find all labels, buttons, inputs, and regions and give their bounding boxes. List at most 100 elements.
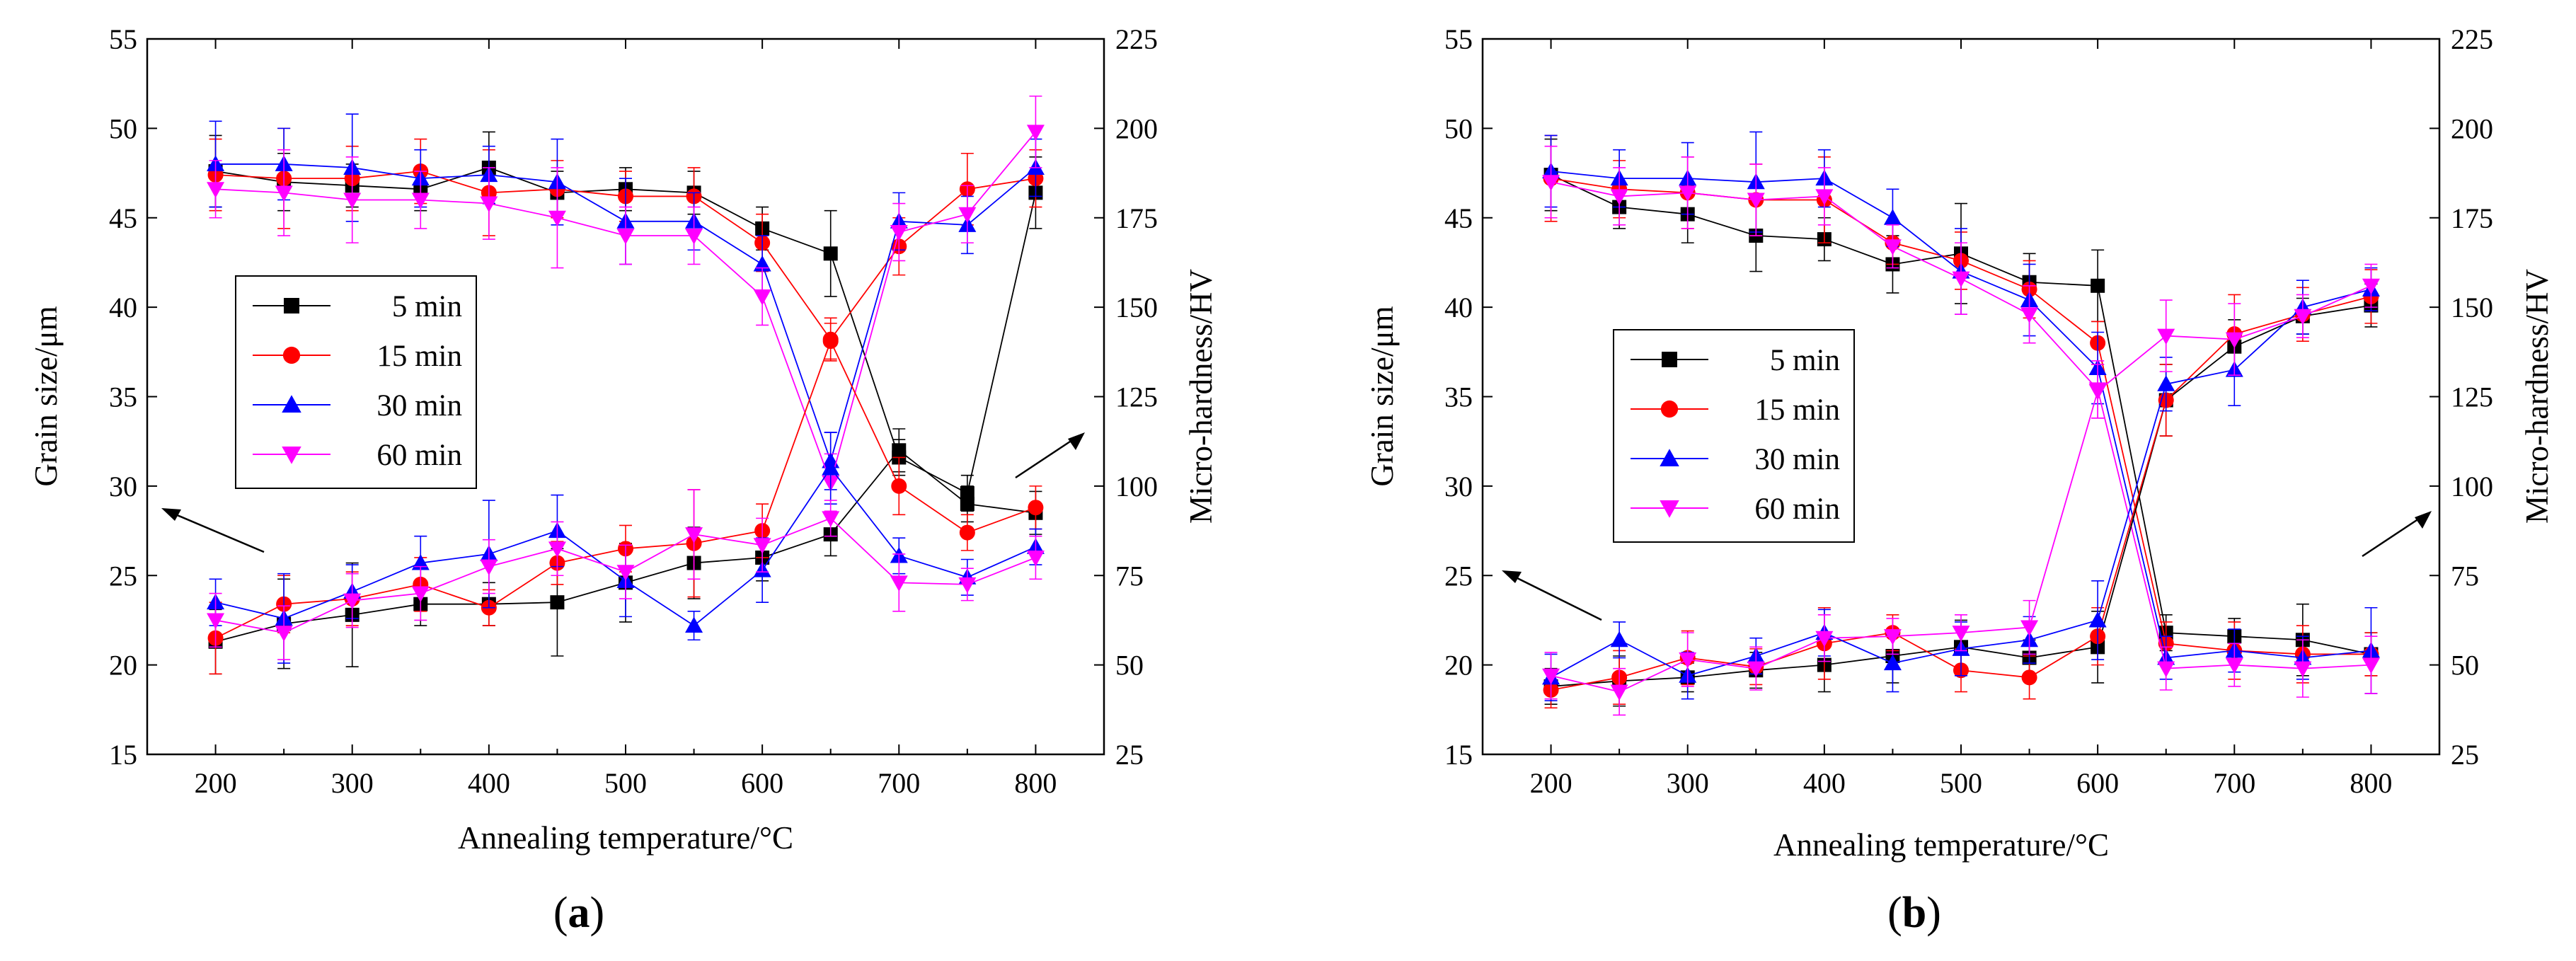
y-left-tick-label: 45 <box>109 202 137 234</box>
y-left-tick-label: 55 <box>1444 23 1473 55</box>
y-right-tick-label: 175 <box>1115 202 1158 234</box>
data-point <box>275 626 293 642</box>
legend-label: 15 min <box>376 340 462 373</box>
data-point <box>685 527 703 543</box>
y-right-tick-label: 200 <box>1115 113 1158 144</box>
data-point <box>1610 684 1628 701</box>
legend-marker <box>1662 352 1677 367</box>
y-right-tick-label: 75 <box>1115 560 1144 592</box>
data-point <box>343 593 362 610</box>
legend-label: 30 min <box>1754 443 1840 476</box>
data-point <box>1610 631 1628 648</box>
grain-series-60-min <box>1542 263 2380 716</box>
x-tick-label: 800 <box>2350 767 2392 799</box>
legend-b: 5 min 15 min 30 min 60 min <box>1613 329 1855 543</box>
y-left-tick-label: 25 <box>1444 560 1473 592</box>
y-right-tick-label: 150 <box>2451 292 2493 323</box>
data-point <box>480 196 498 213</box>
legend-label: 5 min <box>392 290 462 323</box>
x-tick-label: 700 <box>2213 767 2255 799</box>
data-point <box>890 575 908 592</box>
x-axis-a: 200 300 400 500 600 700 800 <box>195 39 1057 799</box>
panel-b: 200 300 400 500 600 700 800 15 20 25 30 35 40 45 50 55… <box>1364 23 2555 937</box>
y-left-tick-label: 45 <box>1444 202 1473 234</box>
y-right-tick-label: 150 <box>1115 292 1158 323</box>
y-axis-right-b: 25 50 75 100 125 150 175 200 225 <box>2430 23 2493 771</box>
data-point <box>2362 278 2380 295</box>
legend-marker <box>284 298 299 313</box>
x-tick-label: 400 <box>468 767 510 799</box>
y-left-tick-label: 15 <box>109 739 137 771</box>
data-point <box>753 289 771 306</box>
legend-marker <box>1660 500 1679 518</box>
x-tick-label: 600 <box>2076 767 2119 799</box>
legend-label: 5 min <box>1770 344 1840 377</box>
y-right-tick-label: 125 <box>2451 381 2493 413</box>
data-point <box>1679 185 1697 202</box>
data-point <box>548 541 566 558</box>
data-point <box>1610 189 1628 205</box>
data-point <box>892 443 907 458</box>
data-point <box>480 559 498 576</box>
data-point <box>550 595 565 610</box>
y-right-tick-label: 50 <box>1115 650 1144 681</box>
series-group-a <box>207 96 1045 675</box>
y-left-tick-label: 20 <box>1444 650 1473 681</box>
data-point <box>275 185 293 202</box>
data-point <box>411 586 430 603</box>
y-axis-right-label-a: Micro-hardness/HV <box>1183 269 1219 524</box>
data-point <box>2088 611 2107 628</box>
y-left-tick-label: 20 <box>109 650 137 681</box>
x-axis-label-a: Annealing temperature/°C <box>458 820 793 856</box>
x-tick-label: 300 <box>1667 767 1709 799</box>
data-point <box>1815 631 1834 648</box>
data-point <box>2157 661 2175 678</box>
data-point <box>2225 657 2243 674</box>
x-tick-label: 200 <box>1530 767 1572 799</box>
data-point <box>411 192 430 209</box>
y-left-tick-label: 15 <box>1444 739 1473 771</box>
data-point <box>2294 309 2312 326</box>
y-axis-left-a: 15 20 25 30 35 40 45 50 55 <box>109 23 157 771</box>
y-left-tick-label: 50 <box>1444 113 1473 144</box>
data-point <box>1542 175 1560 191</box>
data-point <box>685 229 703 245</box>
data-point <box>343 192 362 209</box>
y-left-tick-label: 55 <box>109 23 137 55</box>
data-point <box>958 207 977 224</box>
data-point <box>2088 384 2107 401</box>
data-point <box>959 524 975 541</box>
panel-a: 200 300 400 500 600 700 800 15 20 25 30 35 40 45 50 55… <box>28 23 1219 937</box>
y-right-tick-label: 75 <box>2451 560 2479 592</box>
hardness-series-60-min <box>1542 145 2380 698</box>
panel-label-b: (b) <box>1887 889 1941 937</box>
legend-item: 30 min <box>253 389 462 422</box>
x-tick-label: 800 <box>1014 767 1057 799</box>
x-axis-b: 200 300 400 500 600 700 800 <box>1530 39 2392 799</box>
data-point <box>2362 657 2380 674</box>
legend-item: 30 min <box>1631 443 1840 476</box>
data-point <box>958 577 977 594</box>
y-left-tick-label: 35 <box>1444 381 1473 413</box>
y-axis-left-b: 15 20 25 30 35 40 45 50 55 <box>1444 23 1493 771</box>
legend-item: 5 min <box>253 290 462 323</box>
y-left-tick-label: 40 <box>1444 292 1473 323</box>
y-left-tick-label: 50 <box>109 113 137 144</box>
x-axis-label-b: Annealing temperature/°C <box>1773 827 2109 863</box>
legend-label: 30 min <box>376 389 462 422</box>
data-point <box>2225 332 2243 349</box>
y-left-tick-label: 30 <box>109 471 137 502</box>
y-right-tick-label: 25 <box>2451 739 2479 771</box>
x-tick-label: 400 <box>1803 767 1846 799</box>
panel-label-a: (a) <box>553 889 604 937</box>
y-left-tick-label: 25 <box>109 560 137 592</box>
y-right-tick-label: 25 <box>1115 739 1144 771</box>
data-point <box>1815 189 1834 205</box>
data-point <box>1952 626 1970 642</box>
arrow-right-a <box>1015 432 1085 479</box>
legend-box-b <box>1613 329 1855 543</box>
legend-marker <box>282 395 301 413</box>
data-point <box>1747 192 1765 209</box>
data-point <box>891 478 907 494</box>
